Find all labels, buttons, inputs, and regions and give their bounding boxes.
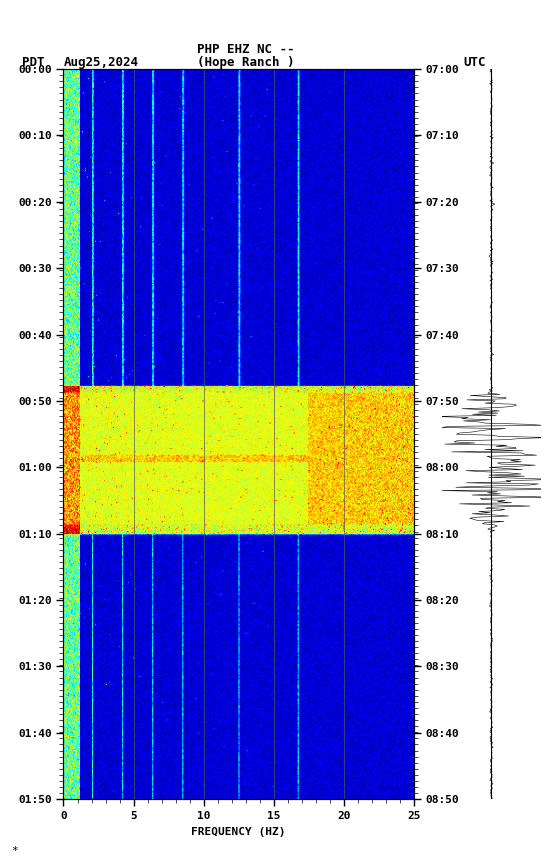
- Text: UTC: UTC: [463, 56, 486, 69]
- Text: PHP EHZ NC --: PHP EHZ NC --: [197, 43, 294, 56]
- Text: PDT: PDT: [22, 56, 45, 69]
- Text: (Hope Ranch ): (Hope Ranch ): [197, 56, 294, 69]
- Text: *: *: [11, 846, 18, 855]
- X-axis label: FREQUENCY (HZ): FREQUENCY (HZ): [192, 827, 286, 836]
- Text: Aug25,2024: Aug25,2024: [63, 56, 139, 69]
